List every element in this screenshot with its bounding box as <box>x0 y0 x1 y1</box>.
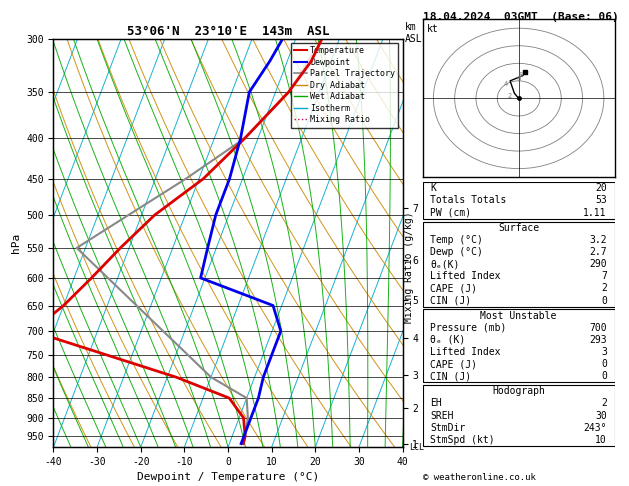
Text: Most Unstable: Most Unstable <box>481 311 557 321</box>
Text: CAPE (J): CAPE (J) <box>430 283 477 294</box>
Text: 7: 7 <box>601 271 607 281</box>
Text: 700: 700 <box>589 323 607 333</box>
Text: 290: 290 <box>589 259 607 269</box>
Text: 4: 4 <box>504 81 508 87</box>
Text: Pressure (mb): Pressure (mb) <box>430 323 507 333</box>
Text: K: K <box>430 183 437 193</box>
Text: 0: 0 <box>601 359 607 369</box>
Text: 3: 3 <box>601 347 607 357</box>
Legend: Temperature, Dewpoint, Parcel Trajectory, Dry Adiabat, Wet Adiabat, Isotherm, Mi: Temperature, Dewpoint, Parcel Trajectory… <box>291 43 398 128</box>
Text: 20: 20 <box>595 183 607 193</box>
Text: 1.11: 1.11 <box>583 208 607 218</box>
Text: 18.04.2024  03GMT  (Base: 06): 18.04.2024 03GMT (Base: 06) <box>423 12 618 22</box>
Text: 30: 30 <box>595 411 607 420</box>
Text: 8: 8 <box>518 72 523 78</box>
Text: ASL: ASL <box>404 34 422 44</box>
Text: Totals Totals: Totals Totals <box>430 195 507 206</box>
Text: 2: 2 <box>508 93 512 100</box>
Text: 0: 0 <box>601 295 607 306</box>
Text: Hodograph: Hodograph <box>492 386 545 396</box>
Text: Mixing Ratio (g/kg): Mixing Ratio (g/kg) <box>404 211 414 323</box>
Text: CIN (J): CIN (J) <box>430 371 472 382</box>
Bar <box>423 182 615 219</box>
Text: Lifted Index: Lifted Index <box>430 347 501 357</box>
Text: CIN (J): CIN (J) <box>430 295 472 306</box>
Text: 2: 2 <box>601 283 607 294</box>
Bar <box>423 310 615 382</box>
Text: StmDir: StmDir <box>430 423 465 433</box>
Text: 10: 10 <box>595 435 607 445</box>
X-axis label: Dewpoint / Temperature (°C): Dewpoint / Temperature (°C) <box>137 472 319 483</box>
Text: StmSpd (kt): StmSpd (kt) <box>430 435 495 445</box>
Text: km: km <box>404 21 416 32</box>
Text: LCL: LCL <box>409 443 425 451</box>
Title: 53°06'N  23°10'E  143m  ASL: 53°06'N 23°10'E 143m ASL <box>127 25 329 38</box>
Bar <box>423 222 615 307</box>
Text: Dewp (°C): Dewp (°C) <box>430 247 483 257</box>
Text: 6: 6 <box>516 76 521 82</box>
Text: 53: 53 <box>595 195 607 206</box>
Text: Surface: Surface <box>498 223 539 233</box>
Text: PW (cm): PW (cm) <box>430 208 472 218</box>
Text: Lifted Index: Lifted Index <box>430 271 501 281</box>
Text: θₑ (K): θₑ (K) <box>430 335 465 345</box>
Text: EH: EH <box>430 399 442 408</box>
Text: 293: 293 <box>589 335 607 345</box>
Text: Temp (°C): Temp (°C) <box>430 235 483 245</box>
Text: 2: 2 <box>601 399 607 408</box>
Text: SREH: SREH <box>430 411 454 420</box>
Y-axis label: hPa: hPa <box>11 233 21 253</box>
Text: θₑ(K): θₑ(K) <box>430 259 460 269</box>
Text: 0: 0 <box>601 371 607 382</box>
Text: CAPE (J): CAPE (J) <box>430 359 477 369</box>
Text: 243°: 243° <box>583 423 607 433</box>
Text: 2.7: 2.7 <box>589 247 607 257</box>
Bar <box>423 385 615 446</box>
Text: 3.2: 3.2 <box>589 235 607 245</box>
Text: © weatheronline.co.uk: © weatheronline.co.uk <box>423 473 535 482</box>
Text: kt: kt <box>427 24 438 34</box>
